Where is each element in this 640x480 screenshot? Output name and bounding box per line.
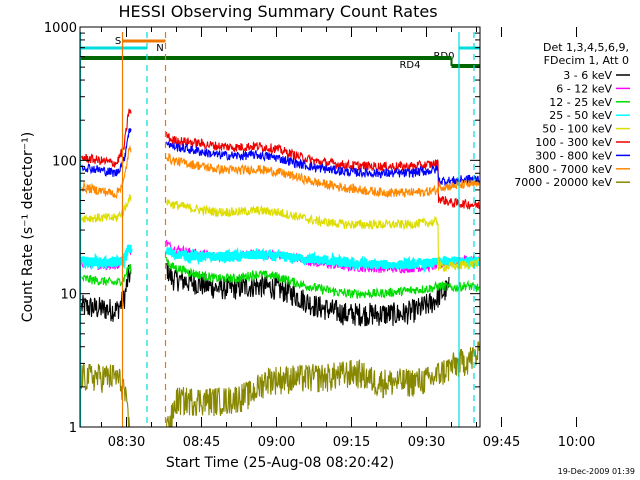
- y-axis-label: Count Rate (s⁻¹ detector⁻¹): [20, 132, 36, 322]
- legend-header-line-2: FDecim 1, Att 0: [544, 54, 629, 67]
- flag-boundaries: [79, 32, 475, 427]
- legend-entry-label: 50 - 100 keV: [542, 123, 612, 136]
- y-axis: 1 10 100 1000: [44, 21, 480, 436]
- legend-entry-label: 300 - 800 keV: [535, 149, 612, 162]
- flag-label-rd4: RD4: [399, 60, 420, 71]
- y-tick-label: 1: [69, 421, 77, 436]
- x-tick-label: 10:00: [558, 435, 595, 450]
- legend-entry-label: 12 - 25 keV: [549, 96, 612, 109]
- legend: Det 1,3,4,5,6,9, FDecim 1, Att 0 3 - 6 k…: [514, 41, 630, 189]
- flag-label-n: N: [156, 43, 163, 54]
- instrument-flags: SNRD0RD4: [80, 36, 480, 71]
- legend-entry-label: 7000 - 20000 keV: [514, 176, 612, 189]
- series-300-800-kev: [81, 127, 480, 186]
- legend-entry-label: 6 - 12 keV: [556, 82, 612, 95]
- plot-frame: [79, 26, 481, 428]
- legend-entry-label: 3 - 6 keV: [563, 69, 612, 82]
- chart-title: HESSI Observing Summary Count Rates: [118, 2, 437, 21]
- generation-timestamp: 19-Dec-2009 01:39: [558, 467, 635, 476]
- y-tick-label: 10: [60, 288, 77, 303]
- x-tick-label: 09:30: [408, 435, 445, 450]
- legend-entry-label: 25 - 50 keV: [549, 109, 612, 122]
- x-axis: 08:30 08:45 09:00 09:15 09:30 09:45 10:00: [101, 27, 595, 450]
- x-tick-label: 09:45: [483, 435, 520, 450]
- x-tick-label: 08:45: [183, 435, 220, 450]
- y-tick-label: 1000: [44, 21, 77, 36]
- legend-entry-label: 800 - 7000 keV: [528, 163, 612, 176]
- legend-header-line-1: Det 1,3,4,5,6,9,: [543, 41, 629, 54]
- x-tick-label: 09:00: [258, 435, 295, 450]
- series-7000-20000-kev: [80, 341, 480, 428]
- y-tick-label: 100: [52, 154, 77, 169]
- series-group: [80, 108, 481, 428]
- legend-entry-label: 100 - 300 keV: [535, 136, 612, 149]
- x-tick-label: 08:30: [108, 435, 145, 450]
- x-tick-label: 09:15: [333, 435, 370, 450]
- x-axis-label: Start Time (25-Aug-08 08:20:42): [166, 455, 394, 471]
- flag-label-s: S: [115, 36, 121, 47]
